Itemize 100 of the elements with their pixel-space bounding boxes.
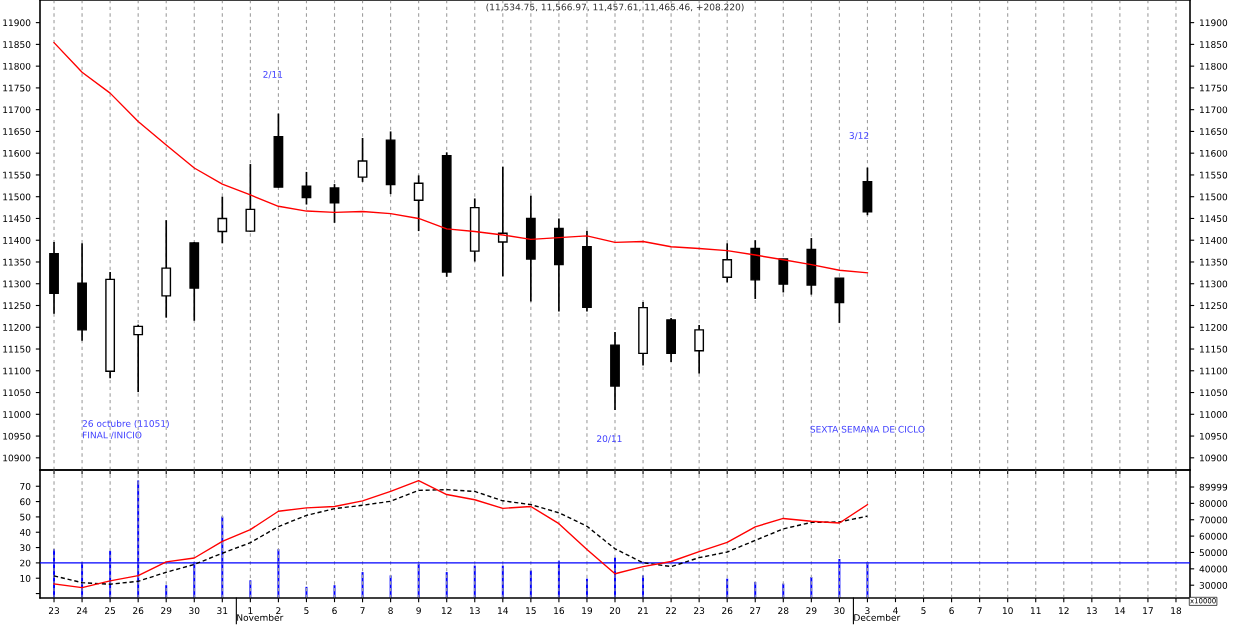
x-tick-label: 4 — [893, 607, 898, 614]
y2-tick-label: 11500 — [1200, 193, 1228, 201]
x-tick-label: 30 — [189, 607, 200, 615]
y2-tick-label: 11100 — [1200, 367, 1228, 375]
annotation: 20/11 — [597, 435, 622, 443]
y2-tick-label: 10900 — [1200, 454, 1228, 462]
y2-tick-label: 11150 — [1200, 345, 1228, 353]
x-tick-label: 29 — [161, 607, 172, 615]
y2-tick-label: 11800 — [1200, 62, 1228, 70]
y-tick-label: 11800 — [3, 62, 31, 70]
x-tick-label: 25 — [105, 607, 116, 615]
annotation: SEXTA SEMANA DE CICLO — [810, 425, 925, 433]
x-tick-label: 7 — [360, 607, 365, 614]
y2-tick-label: 11600 — [1200, 149, 1228, 157]
y2-tick-label: 30000 — [1199, 581, 1228, 589]
x-tick-label: 18 — [1171, 607, 1182, 615]
y2-tick-label: 11200 — [1200, 323, 1228, 331]
x-tick-label: 13 — [1087, 607, 1097, 615]
y2-tick-label: 70000 — [1199, 516, 1228, 524]
x-tick-label: 5 — [304, 607, 309, 615]
y-tick-label: 50 — [20, 513, 31, 521]
y-tick-label: 11700 — [3, 106, 31, 114]
y-tick-label: 70 — [20, 482, 31, 490]
y-tick-label: 11850 — [3, 41, 31, 48]
y-tick-label: 11050 — [3, 389, 31, 397]
x-tick-label: 20 — [609, 607, 621, 615]
y-tick-label: 10 — [20, 574, 31, 582]
x-tick-label: 26 — [133, 607, 144, 615]
y2-tick-label: 80000 — [1199, 500, 1228, 507]
y2-tick-label: 11350 — [1200, 258, 1228, 266]
y-tick-label: 11200 — [3, 323, 31, 331]
y-tick-label: 11400 — [3, 236, 31, 244]
y-tick-label: 11500 — [3, 193, 31, 201]
y-tick-label: 11550 — [3, 171, 31, 179]
y-tick-label: 11350 — [3, 258, 31, 266]
y-tick-label: 11000 — [3, 411, 31, 418]
y2-tick-label: 89999 — [1199, 483, 1228, 491]
x-tick-label: 19 — [582, 607, 593, 615]
y2-tick-label: 11550 — [1200, 171, 1228, 179]
x-tick-label: 30 — [834, 607, 845, 615]
x-tick-label: 6 — [949, 607, 954, 615]
x-tick-label: 23 — [694, 607, 705, 615]
text: November — [237, 614, 284, 621]
x-tick-label: 16 — [554, 607, 565, 615]
y-tick-label: 11450 — [3, 215, 31, 223]
annotation: 26 octubre (11051) FINAL /INICIO — [82, 419, 169, 440]
y2-tick-label: 11300 — [1200, 280, 1228, 288]
y-tick-label: 10900 — [3, 454, 31, 462]
x-tick-label: 5 — [921, 607, 926, 615]
y2-tick-label: 11000 — [1200, 411, 1228, 418]
annotation: 2/11 — [263, 70, 283, 79]
x-tick-label: 3 — [865, 607, 870, 615]
x-tick-label: 14 — [498, 607, 509, 614]
y-tick-label: 11600 — [3, 149, 31, 157]
y2-tick-label: 11850 — [1200, 41, 1228, 48]
x-tick-label: 15 — [526, 607, 536, 615]
x-tick-label: 24 — [76, 607, 88, 614]
x-tick-label: 1 — [248, 607, 253, 614]
x-tick-label: 26 — [722, 607, 733, 615]
x-tick-label: 6 — [332, 607, 337, 615]
text: December — [854, 614, 901, 621]
y2-tick-label: 11900 — [1200, 19, 1228, 27]
y-tick-label: 11650 — [3, 128, 31, 135]
y2-tick-label: 50000 — [1199, 549, 1228, 557]
y2-tick-label: 40000 — [1199, 565, 1228, 573]
y-tick-label: 40 — [19, 528, 31, 536]
y-tick-label: 11750 — [3, 84, 31, 92]
y2-tick-label: 11450 — [1200, 215, 1228, 223]
y-tick-label: 11100 — [3, 367, 31, 375]
y-tick-label: 60 — [20, 498, 31, 506]
x-tick-label: 17 — [1143, 607, 1153, 614]
y-tick-label: 30 — [20, 544, 31, 552]
chart-title: (11,534.75, 11,566.97, 11,457.61, 11,465.46, +208.220) — [486, 3, 744, 12]
x-tick-label: 12 — [1059, 607, 1069, 614]
x-tick-label: 22 — [666, 607, 676, 614]
y-tick-label: 11150 — [3, 345, 31, 353]
y2-tick-label: 11050 — [1200, 389, 1228, 397]
x-tick-label: 31 — [217, 607, 228, 615]
y2-tick-label: 11250 — [1200, 302, 1228, 310]
x-tick-label: 9 — [416, 607, 421, 615]
x-tick-label: 23 — [48, 607, 60, 615]
x-tick-label: 8 — [388, 607, 393, 615]
x-tick-label: 29 — [806, 607, 817, 615]
y2-tick-label: 11650 — [1200, 128, 1228, 135]
x-tick-label: 12 — [441, 607, 452, 614]
x-tick-label: 11 — [1030, 607, 1041, 614]
x-tick-label: 7 — [977, 607, 982, 614]
y2-tick-label: 11400 — [1200, 236, 1228, 244]
x-tick-label: 13 — [470, 607, 480, 615]
y-tick-label: 10950 — [3, 432, 31, 440]
x-tick-label: 14 — [1115, 607, 1126, 614]
y2-tick-label: 11750 — [1200, 84, 1228, 92]
annotation: 3/12 — [849, 132, 869, 140]
y-tick-label: 11250 — [3, 302, 31, 310]
y-tick-label: 20 — [20, 559, 31, 567]
x-tick-label: 27 — [750, 607, 761, 614]
y-tick-label: 11900 — [3, 19, 31, 27]
y2-tick-label: 60000 — [1199, 532, 1228, 540]
y-tick-label: 11300 — [3, 280, 31, 288]
x-tick-label: 2 — [276, 607, 281, 614]
